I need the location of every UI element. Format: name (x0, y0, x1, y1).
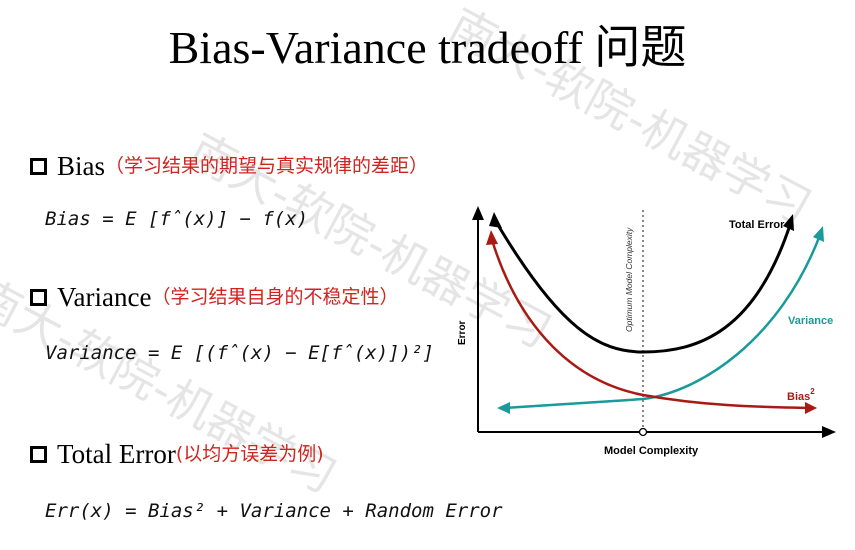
bias-arrow-icon-right (805, 402, 817, 414)
variance-label: Variance (788, 315, 833, 327)
bullet-total-error: Total Error (以均方误差为例) (30, 438, 324, 470)
x-axis-arrow-icon (822, 426, 836, 438)
total-error-curve (493, 219, 792, 354)
slide-title: Bias-Variance tradeoff 问题 (168, 22, 687, 73)
total-error-arrow-icon-right (783, 214, 794, 231)
total-error-formula: Err(x) = Bias² + Variance + Random Error (45, 500, 503, 522)
bullet-note: (以均方误差为例) (175, 443, 324, 465)
checkbox-icon (30, 445, 47, 463)
y-axis-label: Error (457, 320, 468, 345)
optimum-label: Optimum Model Complexity (624, 227, 634, 332)
bullet-note: （学习结果自身的不稳定性） (151, 286, 399, 308)
bias-curve (490, 239, 809, 410)
optimum-marker (638, 427, 648, 437)
bias-superscript: 2 (810, 387, 815, 396)
variance-arrow-icon-right (813, 226, 824, 242)
bullet-variance: Variance （学习结果自身的不稳定性） (30, 281, 398, 313)
variance-formula: Variance = E [(f̂(x) − E[f̂(x)])²] (45, 342, 434, 364)
x-axis-label: Model Complexity (604, 445, 699, 457)
bias-label: Bias2 (787, 387, 815, 403)
bullet-label: Variance (57, 282, 152, 312)
checkbox-icon (30, 288, 47, 306)
bias-formula: Bias = E [f̂(x)] − f(x) (45, 208, 309, 230)
checkbox-icon (30, 157, 47, 175)
y-axis-arrow-icon (472, 206, 484, 220)
total-error-label: Total Error (729, 219, 785, 231)
variance-arrow-icon-left (497, 402, 510, 414)
bullet-label: Bias (57, 151, 106, 181)
bullet-label: Total Error (57, 439, 176, 469)
bullet-note: （学习结果的期望与真实规律的差距） (105, 155, 429, 177)
bias-arrow-icon-top (486, 230, 498, 245)
variance-curve (504, 234, 822, 410)
bullet-bias: Bias （学习结果的期望与真实规律的差距） (30, 150, 428, 182)
total-error-arrow-icon (489, 212, 502, 228)
